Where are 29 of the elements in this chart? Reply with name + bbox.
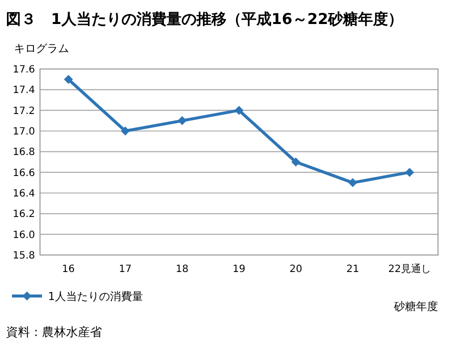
x-tick-label: 22見通し — [388, 263, 431, 275]
y-tick-label: 17.2 — [12, 106, 35, 117]
y-tick-label: 16.6 — [12, 168, 35, 179]
x-tick-label: 19 — [232, 264, 246, 275]
y-tick-label: 16.4 — [12, 188, 35, 200]
point — [291, 158, 300, 166]
y-tick-label: 16.8 — [12, 147, 35, 158]
point — [120, 126, 130, 136]
x-tick-label: 17 — [118, 264, 132, 275]
point — [178, 116, 187, 126]
y-tick-label: 15.8 — [12, 250, 35, 262]
x-tick-label: 20 — [289, 264, 302, 275]
y-tick-label: 17.4 — [12, 85, 35, 96]
text: 資料：農林水産省 — [6, 325, 102, 339]
point — [234, 106, 244, 115]
y-tick-label: 17.0 — [12, 126, 35, 138]
y-axis-title: キログラム — [14, 42, 69, 55]
point — [405, 168, 414, 177]
point — [348, 178, 358, 188]
x-axis-title: 砂糖年度 — [393, 300, 438, 313]
point — [64, 74, 73, 84]
y-tick-label: 16.0 — [12, 230, 35, 241]
y-tick-label: 16.2 — [12, 209, 35, 220]
chart-title: 図３ 1人当たりの消費量の推移（平成16～22砂糖年度） — [6, 10, 404, 28]
x-tick-label: 16 — [62, 264, 75, 275]
x-tick-label: 18 — [176, 264, 189, 275]
y-tick-label: 17.6 — [12, 64, 35, 76]
x-tick-label: 21 — [346, 264, 360, 275]
legend-label: 1人当たりの消費量 — [48, 290, 143, 303]
